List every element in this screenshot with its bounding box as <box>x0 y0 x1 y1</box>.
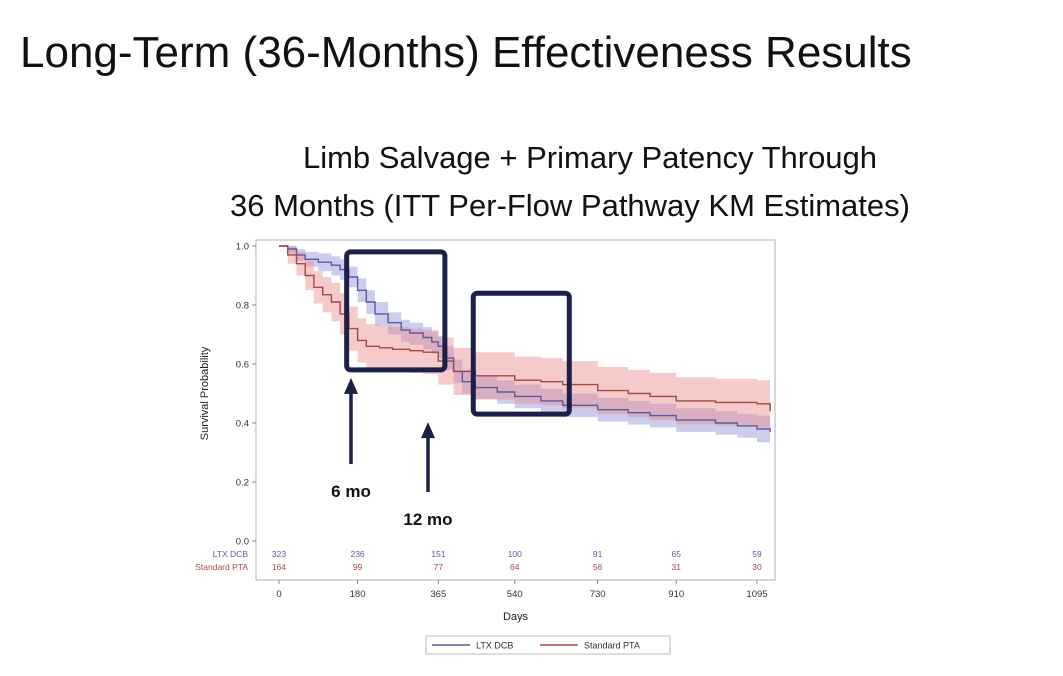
chart-title-line1: Limb Salvage + Primary Patency Through <box>302 140 878 175</box>
confidence-band-1 <box>279 246 771 437</box>
x-tick-label: 730 <box>590 589 606 600</box>
x-tick-label: 1095 <box>746 589 767 600</box>
y-tick-label: 0.0 <box>236 537 249 548</box>
risk-value: 323 <box>272 549 286 559</box>
highlight-box <box>344 249 448 373</box>
risk-row-label: LTX DCB <box>213 549 249 559</box>
legend-frame <box>425 635 671 655</box>
risk-value: 99 <box>353 562 363 572</box>
annotation-label: 12 mo <box>403 510 452 529</box>
legend-label: LTX DCB <box>476 641 513 651</box>
y-tick-label: 0.8 <box>236 301 249 312</box>
annotations: 6 mo 12 mo <box>331 249 572 529</box>
risk-table: LTX DCB 323 236 151 100 91 65 59 Standard PTA 164… <box>195 549 762 572</box>
y-tick-label: 0.4 <box>236 419 249 430</box>
y-tick-label: 0.6 <box>236 360 249 371</box>
survival-curves <box>279 245 771 432</box>
annotation-label: 6 mo <box>331 482 371 501</box>
y-axis: 0.0 0.2 0.4 0.6 0.8 1.0 <box>236 242 256 548</box>
x-tick-label: 540 <box>507 589 523 600</box>
risk-value: 64 <box>510 562 520 572</box>
risk-value: 65 <box>672 549 682 559</box>
risk-value: 151 <box>431 549 445 559</box>
survival-line-0 <box>279 245 771 432</box>
risk-value: 56 <box>593 562 603 572</box>
highlight-box <box>470 290 572 417</box>
confidence-bands <box>279 246 771 446</box>
x-tick-label: 910 <box>668 589 684 600</box>
risk-value: 31 <box>672 562 682 572</box>
y-tick-label: 0.2 <box>236 478 249 489</box>
risk-value: 59 <box>752 549 762 559</box>
risk-value: 30 <box>752 562 762 572</box>
plot-frame <box>255 239 776 581</box>
legend: LTX DCB Standard PTA <box>425 635 671 655</box>
x-axis: 0 180 365 540 730 910 1095 <box>276 580 768 600</box>
risk-value: 236 <box>350 549 364 559</box>
confidence-band-0 <box>279 246 771 446</box>
slide-title: Long-Term (36-Months) Effectiveness Resu… <box>20 28 912 77</box>
risk-value: 77 <box>434 562 444 572</box>
risk-value: 91 <box>593 549 603 559</box>
x-tick-label: 365 <box>430 589 446 600</box>
x-tick-label: 180 <box>350 589 366 600</box>
risk-row-label: Standard PTA <box>195 562 248 572</box>
risk-value: 100 <box>508 549 522 559</box>
arrow-head <box>421 422 435 439</box>
arrow-head <box>344 377 358 394</box>
legend-label: Standard PTA <box>584 641 640 651</box>
y-axis-label: Survival Probability <box>199 346 211 440</box>
chart-title-line2: 36 Months (ITT Per-Flow Pathway KM Estim… <box>230 188 910 223</box>
survival-line-1 <box>279 245 771 412</box>
risk-value: 164 <box>272 562 286 572</box>
y-tick-label: 1.0 <box>236 242 249 253</box>
x-axis-label: Days <box>503 611 529 623</box>
x-tick-label: 0 <box>276 589 281 600</box>
